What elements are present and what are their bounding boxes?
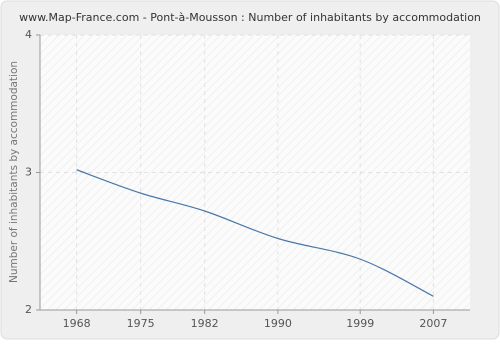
y-tick-label: 2 bbox=[25, 303, 32, 316]
x-tick-label: 1999 bbox=[346, 317, 374, 330]
x-tick-label: 1968 bbox=[63, 317, 91, 330]
line bbox=[76, 169, 434, 297]
y-tick-label: 3 bbox=[25, 166, 32, 179]
x-tick-label: 1975 bbox=[127, 317, 155, 330]
y-tick-label: 4 bbox=[25, 28, 32, 41]
x-tick-label: 1990 bbox=[264, 317, 292, 330]
y-axis-label: Number of inhabitants by accommodation bbox=[8, 61, 20, 283]
x-tick-label: 1982 bbox=[191, 317, 219, 330]
chart-title: www.Map-France.com - Pont-à-Mousson : Nu… bbox=[19, 11, 481, 24]
x-tick-label: 2007 bbox=[419, 317, 447, 330]
plot-area bbox=[40, 35, 470, 310]
